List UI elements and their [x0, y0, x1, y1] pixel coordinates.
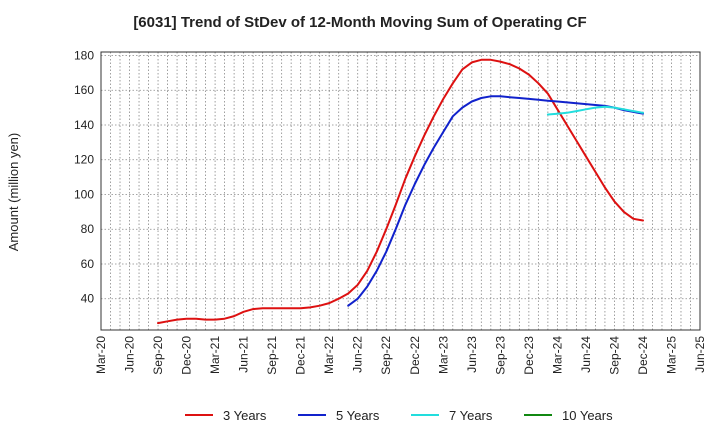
x-tick-label: Sep-24: [607, 336, 621, 375]
x-tick-label: Jun-23: [465, 336, 479, 373]
x-tick-label: Dec-24: [636, 336, 650, 375]
y-tick-label: 100: [74, 187, 94, 201]
legend-label: 7 Years: [449, 408, 493, 423]
chart-title: [6031] Trend of StDev of 12-Month Moving…: [133, 14, 586, 31]
series-line-5-years: [347, 95, 644, 307]
x-tick-label: Sep-21: [265, 336, 279, 375]
x-tick-label: Jun-21: [237, 336, 251, 373]
y-tick-label: 60: [81, 257, 95, 271]
legend-label: 5 Years: [336, 408, 380, 423]
x-tick-label: Sep-20: [151, 336, 165, 375]
x-tick-label: Mar-22: [322, 336, 336, 374]
y-tick-label: 40: [81, 292, 95, 306]
y-axis-label: Amount (million yen): [6, 133, 21, 252]
series-line-3-years: [157, 58, 644, 325]
x-tick-label: Jun-24: [579, 336, 593, 373]
legend-label: 10 Years: [562, 408, 613, 423]
y-tick-label: 180: [74, 48, 94, 62]
legend-label: 3 Years: [223, 408, 267, 423]
x-tick-label: Mar-20: [94, 336, 108, 374]
x-tick-label: Dec-21: [294, 336, 308, 375]
y-tick-label: 80: [81, 222, 95, 236]
x-tick-label: Mar-25: [664, 336, 678, 374]
x-tick-label: Sep-23: [493, 336, 507, 375]
x-tick-label: Sep-22: [379, 336, 393, 375]
x-tick-label: Mar-24: [550, 336, 564, 374]
y-tick-label: 160: [74, 83, 94, 97]
plot-area-border: [100, 51, 701, 331]
x-tick-label: Mar-21: [208, 336, 222, 374]
grid-lines: [101, 52, 700, 330]
x-tick-label: Dec-23: [522, 336, 536, 375]
x-tick-label: Dec-22: [408, 336, 422, 375]
x-tick-label: Jun-25: [693, 336, 707, 373]
x-axis-ticks: Mar-20 Jun-20 Sep-20 Dec-20 Mar-21 Jun-21 Sep-…: [94, 336, 707, 375]
y-tick-label: 120: [74, 153, 94, 167]
x-tick-label: Mar-23: [436, 336, 450, 374]
y-axis-ticks: 40 60 80 100 120 140 160 180: [74, 48, 94, 305]
y-tick-label: 140: [74, 118, 94, 132]
x-tick-label: Jun-22: [351, 336, 365, 373]
x-tick-label: Dec-20: [180, 336, 194, 375]
x-tick-label: Jun-20: [123, 336, 137, 373]
series-line-7-years: [546, 105, 644, 116]
legend: 3 Years 5 Years 7 Years 10 Years: [185, 408, 613, 423]
series-lines: [157, 58, 644, 325]
